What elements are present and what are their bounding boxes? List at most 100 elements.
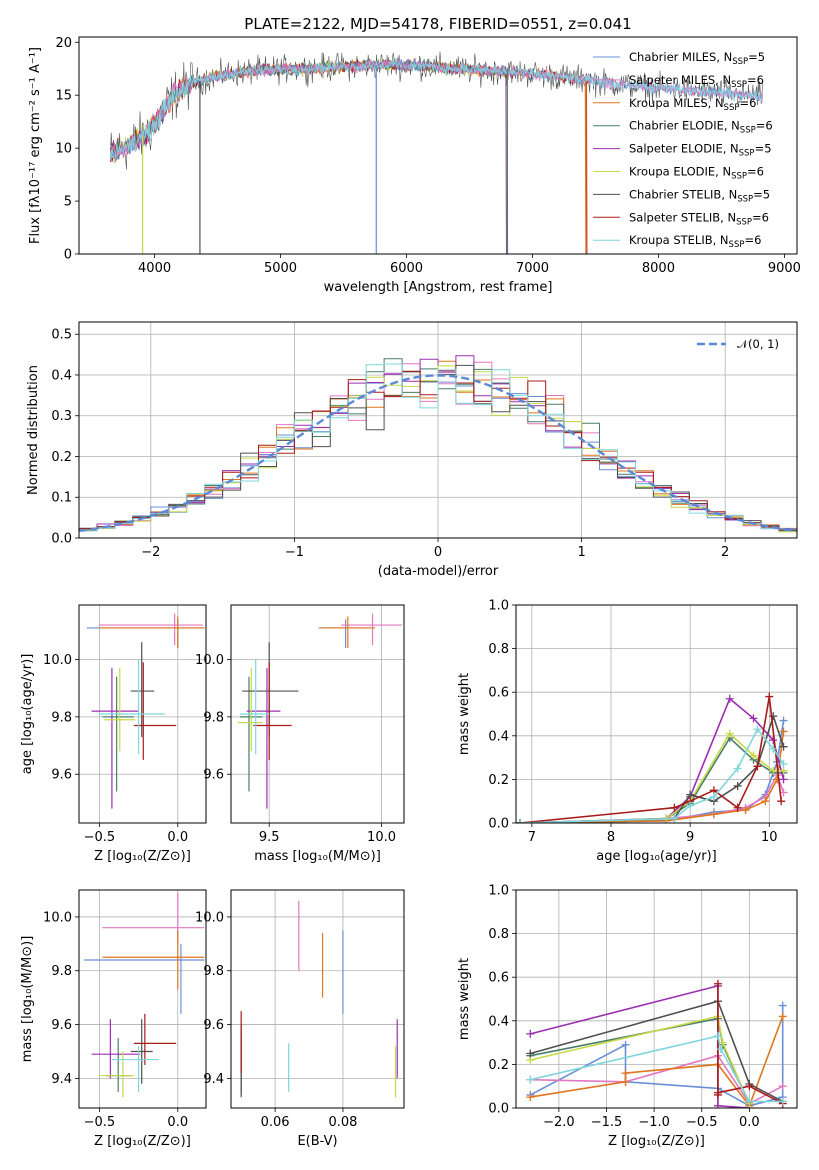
x-tick-label: 1 xyxy=(577,545,585,560)
panel-spectrum: 4000 5000 6000 7000 8000 9000 0 5 10 15 20 waveleng… xyxy=(28,36,801,295)
spectrum-line-kroupa_stelib xyxy=(110,59,764,164)
marker-kroupa_stelib xyxy=(753,725,762,734)
x-tick-label: 7000 xyxy=(516,261,549,276)
x-axis-label: E(B-V) xyxy=(297,1134,337,1149)
y-tick-label: 0.1 xyxy=(51,491,72,506)
marker-salpeter_elodie xyxy=(725,694,734,703)
axes-frame xyxy=(230,604,405,824)
marker-kroupa_elodie xyxy=(725,729,734,738)
x-axis-label: Z [log₁₀(Z/Z⊙)] xyxy=(94,849,191,864)
mass-weight-line-kroupa_miles xyxy=(530,1016,784,1108)
axes-frame xyxy=(78,889,207,1109)
y-tick-label: 0.4 xyxy=(488,1014,509,1029)
x-axis-label: wavelength [Angstrom, rest frame] xyxy=(324,280,553,295)
y-tick-label: 0.6 xyxy=(488,686,509,701)
plot-area-mass_vs_Z xyxy=(79,890,206,1108)
y-tick-label: 0.4 xyxy=(488,729,509,744)
legend-label-kroupa_stelib: Kroupa STELIB, NSSP=6 xyxy=(629,233,761,250)
marker-salpeter_stelib xyxy=(777,797,786,806)
marker-kroupa_elodie xyxy=(749,751,758,760)
y-tick-label: 0.8 xyxy=(488,927,509,942)
panel-mass_weight_vs_Z: −2.0 −1.5 −1.0 −0.5 0.0 0.0 0.2 0.4 0.6 0.8 1.0 Z [… xyxy=(457,884,798,1149)
marker-kroupa_stelib xyxy=(526,1075,535,1084)
x-tick-label: −1.0 xyxy=(638,1115,670,1130)
x-tick-label: 0.0 xyxy=(167,1115,188,1130)
y-tick-label: 0.2 xyxy=(51,450,72,465)
x-tick-label: 4000 xyxy=(138,261,171,276)
plot-area-residuals xyxy=(79,322,797,538)
y-tick-label: 10 xyxy=(55,142,72,157)
marker-kroupa_stelib xyxy=(745,1097,754,1106)
spectrum-line-kroupa_elodie xyxy=(110,57,507,254)
x-tick-label: −0.5 xyxy=(84,1115,116,1130)
normal-curve xyxy=(79,374,797,533)
y-tick-label: 0.3 xyxy=(51,409,72,424)
marker-salpeter_elodie xyxy=(779,775,788,784)
legend-label-chabrier_stelib: Chabrier STELIB, NSSP=5 xyxy=(629,187,770,204)
axes-frame xyxy=(515,889,798,1109)
y-tick-label: 9.6 xyxy=(51,768,72,783)
marker-kroupa_stelib xyxy=(686,801,695,810)
marker-kroupa_stelib xyxy=(670,814,679,823)
y-tick-label: 0.0 xyxy=(488,817,509,832)
mass-weight-line-salpeter_miles xyxy=(530,1054,784,1105)
panel-age_vs_Z: −0.5 0.0 9.6 9.8 10.0 Z [log₁₀(Z/Z⊙)] age [log… xyxy=(20,604,207,864)
spectrum-legend: Chabrier MILES, NSSP=5 Salpeter MILES, NS… xyxy=(593,50,773,250)
y-tick-label: 15 xyxy=(55,89,72,104)
y-tick-label: 10.0 xyxy=(195,653,224,668)
y-tick-label: 9.6 xyxy=(203,768,224,783)
y-tick-label: 5 xyxy=(64,195,72,210)
y-tick-label: 10.0 xyxy=(43,653,72,668)
mass-weight-line-chabrier_elodie xyxy=(530,1017,751,1104)
marker-salpeter_stelib xyxy=(713,979,722,988)
x-tick-label: −2 xyxy=(141,545,160,560)
x-tick-label: 8000 xyxy=(642,261,675,276)
y-tick-label: 0.2 xyxy=(488,773,509,788)
panel-mass_vs_ebv: 0.06 0.08 9.4 9.6 9.8 10.0 E(B-V) xyxy=(195,889,405,1149)
plot-area-spectrum xyxy=(110,51,764,254)
x-tick-label: −0.5 xyxy=(686,1115,718,1130)
y-tick-label: 1.0 xyxy=(488,599,509,614)
y-tick-label: 0.4 xyxy=(51,368,72,383)
x-axis-label: mass [log₁₀(M/M⊙)] xyxy=(254,849,381,864)
marker-kroupa_stelib xyxy=(779,760,788,769)
marker-kroupa_elodie xyxy=(769,766,778,775)
x-axis-label: (data-model)/error xyxy=(378,564,499,579)
x-tick-label: 2 xyxy=(721,545,729,560)
marker-kroupa_stelib xyxy=(769,744,778,753)
legend-label-kroupa_miles: Kroupa MILES, NSSP=6 xyxy=(629,96,756,113)
marker-chabrier_stelib xyxy=(769,712,778,721)
y-tick-label: 0.0 xyxy=(51,532,72,547)
marker-kroupa_miles xyxy=(779,727,788,736)
marker-chabrier_stelib xyxy=(779,742,788,751)
mass-weight-line-salpeter_elodie xyxy=(530,984,750,1108)
x-tick-label: −0.5 xyxy=(84,830,116,845)
x-tick-label: 0.08 xyxy=(328,1115,357,1130)
mass-weight-line-salpeter_elodie xyxy=(519,697,785,823)
marker-salpeter_stelib xyxy=(765,692,774,701)
legend-label-salpeter_miles: Salpeter MILES, NSSP=6 xyxy=(629,73,764,90)
marker-salpeter_stelib xyxy=(753,762,762,771)
panel-mass_weight_vs_age: 7 8 9 10 0.0 0.2 0.4 0.6 0.8 1.0 age [log₁₀(age/yr… xyxy=(457,599,798,864)
x-tick-label: 9.5 xyxy=(259,830,280,845)
marker-salpeter_elodie xyxy=(526,1029,535,1038)
panel-age_vs_mass: 9.5 10.0 9.6 9.8 10.0 mass [log₁₀(M/M⊙)] xyxy=(195,604,405,864)
spectrum-line-salpeter_elodie xyxy=(110,58,507,254)
y-axis-label: age [log₁₀(age/yr)] xyxy=(20,654,35,775)
axes-frame xyxy=(78,36,798,255)
mass-weight-line-chabrier_stelib xyxy=(519,713,785,823)
x-tick-label: 9000 xyxy=(768,261,801,276)
y-tick-label: 0.0 xyxy=(488,1102,509,1117)
y-tick-label: 9.8 xyxy=(203,710,224,725)
y-axis-label: mass weight xyxy=(457,673,472,755)
marker-kroupa_stelib xyxy=(716,1045,725,1054)
y-tick-label: 9.8 xyxy=(51,710,72,725)
y-tick-label: 9.4 xyxy=(203,1072,224,1087)
marker-kroupa_miles xyxy=(778,1012,787,1021)
plot-area-mass_weight_vs_Z xyxy=(516,890,797,1108)
x-tick-label: 5000 xyxy=(264,261,297,276)
plot-area-mass_vs_ebv xyxy=(231,890,404,1108)
y-tick-label: 0.2 xyxy=(488,1058,509,1073)
x-tick-label: 0.0 xyxy=(167,830,188,845)
